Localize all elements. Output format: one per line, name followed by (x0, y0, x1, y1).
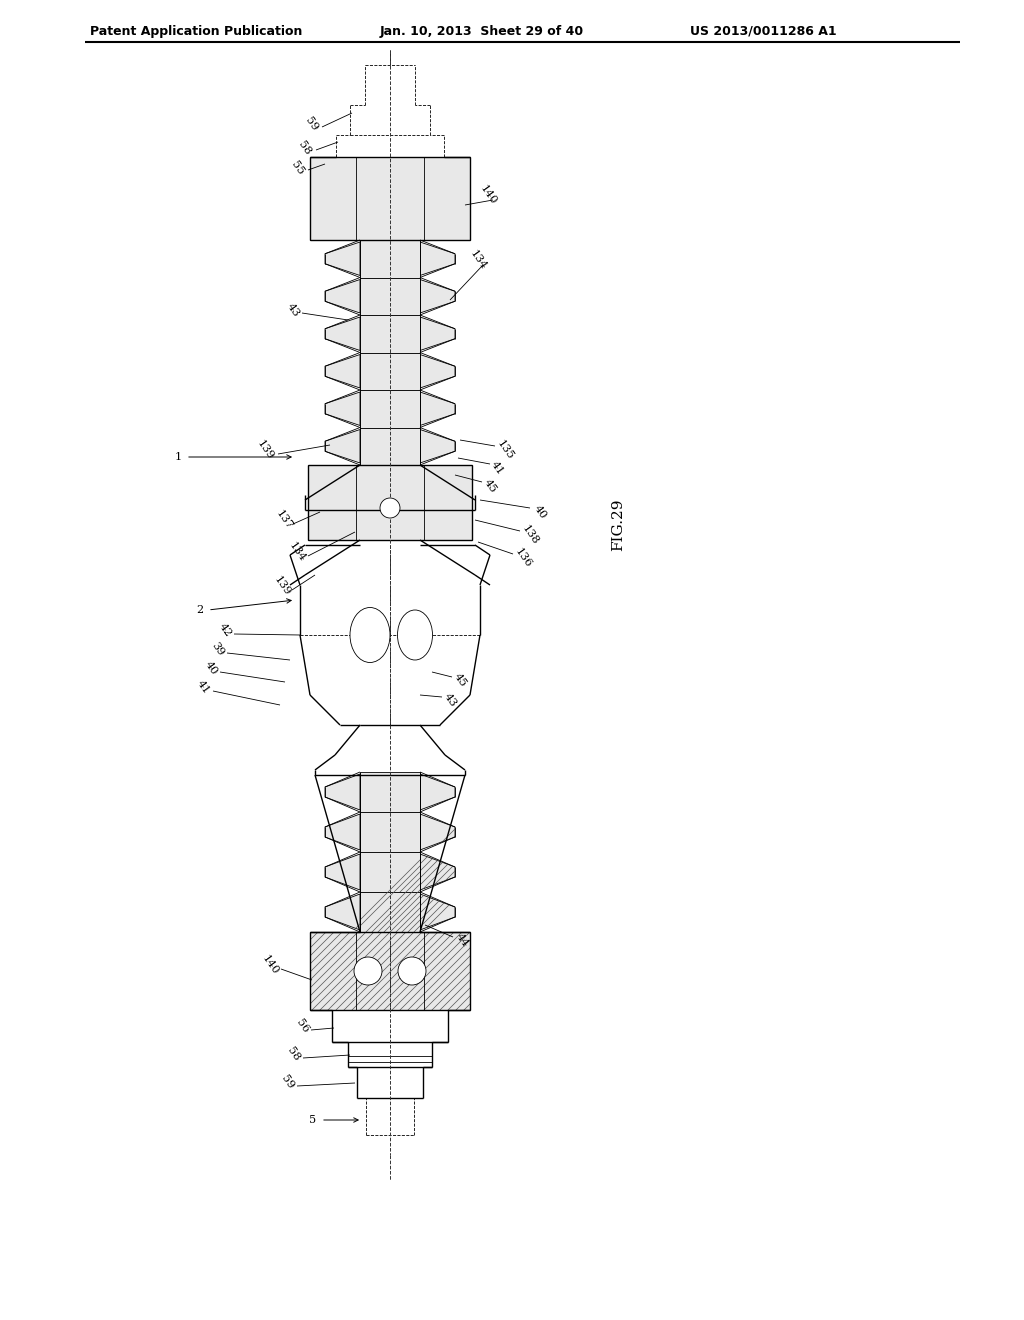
Polygon shape (325, 392, 360, 425)
Text: 136: 136 (513, 546, 534, 570)
Polygon shape (360, 892, 420, 932)
Polygon shape (420, 854, 455, 890)
Text: 140: 140 (478, 183, 499, 207)
Text: 41: 41 (488, 459, 505, 477)
Polygon shape (360, 315, 420, 352)
Ellipse shape (350, 607, 390, 663)
Text: 139: 139 (271, 574, 292, 598)
Text: 41: 41 (195, 678, 211, 696)
Text: 39: 39 (210, 640, 226, 657)
Polygon shape (310, 157, 470, 240)
Text: 134: 134 (468, 248, 488, 272)
Text: 55: 55 (290, 160, 306, 177)
Text: 137: 137 (273, 508, 294, 532)
Polygon shape (360, 277, 420, 315)
Polygon shape (420, 317, 455, 351)
Text: 58: 58 (297, 140, 313, 157)
Text: 56: 56 (295, 1018, 311, 1035)
Polygon shape (325, 894, 360, 931)
Polygon shape (360, 240, 420, 277)
Text: 138: 138 (520, 523, 541, 546)
Polygon shape (325, 429, 360, 463)
Polygon shape (360, 851, 420, 892)
Polygon shape (360, 389, 420, 428)
Polygon shape (420, 242, 455, 276)
Text: 5: 5 (309, 1115, 316, 1125)
Text: 45: 45 (452, 672, 468, 689)
Polygon shape (420, 894, 455, 931)
Ellipse shape (397, 610, 432, 660)
Text: 1: 1 (174, 451, 181, 462)
Polygon shape (420, 392, 455, 425)
Text: 42: 42 (217, 622, 233, 639)
Polygon shape (310, 932, 470, 1010)
Polygon shape (325, 317, 360, 351)
Polygon shape (325, 774, 360, 810)
Polygon shape (360, 428, 420, 465)
Text: 45: 45 (482, 478, 499, 495)
Text: 140: 140 (260, 953, 281, 977)
Polygon shape (420, 355, 455, 388)
Polygon shape (325, 814, 360, 850)
Circle shape (398, 957, 426, 985)
Polygon shape (360, 812, 420, 851)
Text: 43: 43 (285, 301, 301, 318)
Polygon shape (420, 814, 455, 850)
Polygon shape (325, 355, 360, 388)
Text: 135: 135 (495, 438, 515, 462)
Text: 40: 40 (531, 503, 548, 520)
Polygon shape (420, 774, 455, 810)
Text: Patent Application Publication: Patent Application Publication (90, 25, 302, 38)
Polygon shape (325, 280, 360, 313)
Polygon shape (420, 429, 455, 463)
Text: 59: 59 (304, 115, 321, 133)
Polygon shape (360, 772, 420, 812)
Text: 59: 59 (280, 1073, 296, 1090)
Text: 2: 2 (197, 605, 204, 615)
Polygon shape (420, 280, 455, 313)
Circle shape (380, 498, 400, 517)
Polygon shape (308, 465, 472, 540)
Text: FIG.29: FIG.29 (611, 499, 625, 552)
Text: 139: 139 (255, 438, 275, 462)
Polygon shape (360, 352, 420, 389)
Text: 43: 43 (441, 692, 458, 709)
Circle shape (354, 957, 382, 985)
Text: 40: 40 (203, 659, 219, 677)
Text: 58: 58 (286, 1045, 302, 1063)
Text: Jan. 10, 2013  Sheet 29 of 40: Jan. 10, 2013 Sheet 29 of 40 (380, 25, 584, 38)
Polygon shape (325, 242, 360, 276)
Text: US 2013/0011286 A1: US 2013/0011286 A1 (690, 25, 837, 38)
Text: 44: 44 (454, 932, 470, 949)
Polygon shape (325, 854, 360, 890)
Text: 134: 134 (287, 540, 307, 564)
